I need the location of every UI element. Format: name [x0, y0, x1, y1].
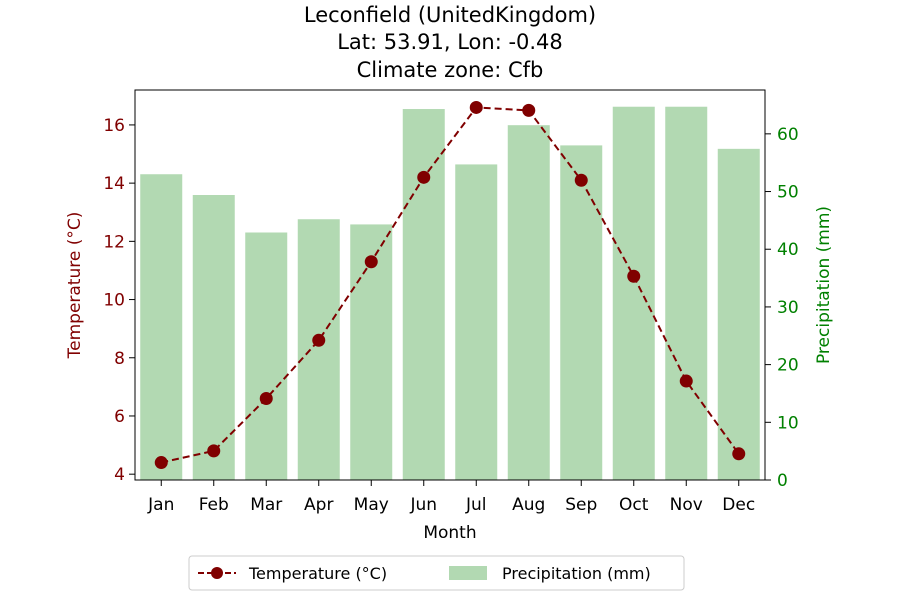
precipitation-bar-jul [455, 164, 498, 480]
chart-title-line-1: Leconfield (UnitedKingdom) [304, 3, 596, 27]
precipitation-bars [140, 106, 760, 481]
x-tick-label-sep: Sep [565, 495, 597, 515]
legend-precipitation-label: Precipitation (mm) [502, 564, 651, 583]
precipitation-bar-sep [560, 145, 603, 480]
left-tick-label: 10 [103, 291, 125, 311]
x-tick-label-feb: Feb [199, 495, 229, 515]
plot-frame [134, 89, 766, 481]
precipitation-bar-mar [245, 232, 288, 480]
precipitation-bar-feb [192, 195, 235, 480]
precipitation-bar-nov [665, 106, 708, 480]
precipitation-bar-jun [402, 109, 445, 481]
left-tick-label: 14 [103, 174, 125, 194]
x-tick-label-dec: Dec [722, 495, 755, 515]
temperature-point-jun [417, 170, 431, 184]
x-tick-label-jun: Jun [409, 495, 437, 515]
right-tick-label: 20 [777, 356, 799, 376]
chart-title-line-2: Lat: 53.91, Lon: -0.48 [337, 30, 563, 54]
x-tick-label-apr: Apr [304, 495, 333, 515]
legend-precipitation-swatch [449, 566, 487, 580]
right-axis-label: Precipitation (mm) [814, 206, 834, 364]
right-tick-label: 50 [777, 183, 799, 203]
temperature-point-nov [679, 374, 693, 388]
left-tick-label: 8 [114, 349, 125, 369]
x-tick-label-nov: Nov [670, 495, 703, 515]
legend-temperature-marker [211, 567, 223, 579]
right-axis-ticks: 0 10 20 30 40 50 60 [765, 125, 799, 491]
right-tick-label: 0 [777, 471, 788, 491]
x-axis-ticks: Jan Feb Mar Apr May Jun Jul Aug Sep Oct Nov Dec [147, 480, 755, 515]
precipitation-bar-jan [140, 174, 183, 480]
temperature-point-feb [207, 444, 221, 458]
chart-title-line-3: Climate zone: Cfb [357, 58, 544, 82]
left-tick-label: 12 [103, 232, 125, 252]
left-tick-label: 4 [114, 465, 125, 485]
temperature-point-dec [732, 447, 746, 461]
right-tick-label: 60 [777, 125, 799, 145]
x-tick-label-jan: Jan [147, 495, 174, 515]
temperature-line [161, 106, 740, 464]
left-tick-label: 16 [103, 116, 125, 136]
right-tick-label: 10 [777, 413, 799, 433]
temperature-point-may [364, 255, 378, 269]
x-tick-label-may: May [354, 495, 389, 515]
legend-frame [188, 555, 685, 591]
left-tick-label: 6 [114, 407, 125, 427]
temperature-point-aug [522, 103, 536, 117]
x-tick-label-oct: Oct [619, 495, 649, 515]
x-tick-label-mar: Mar [250, 495, 282, 515]
temperature-point-jul [469, 100, 483, 114]
x-tick-label-aug: Aug [512, 495, 545, 515]
temperature-point-sep [574, 173, 588, 187]
x-axis-label: Month [423, 523, 476, 543]
left-axis-ticks: 4 6 8 10 12 14 16 [103, 116, 135, 485]
precipitation-bar-aug [507, 125, 550, 480]
legend: Temperature (°C) Precipitation (mm) [188, 555, 685, 591]
precipitation-bar-oct [612, 106, 655, 480]
temperature-point-jan [154, 456, 168, 470]
left-axis-label: Temperature (°C) [65, 212, 85, 360]
legend-temperature-label: Temperature (°C) [248, 564, 387, 583]
precipitation-bar-dec [717, 148, 760, 480]
x-tick-label-jul: Jul [465, 495, 487, 515]
temperature-point-oct [627, 269, 641, 283]
temperature-point-apr [312, 333, 326, 347]
right-tick-label: 30 [777, 298, 799, 318]
temperature-series [154, 100, 746, 470]
precipitation-bar-apr [297, 219, 340, 480]
right-tick-label: 40 [777, 240, 799, 260]
temperature-point-mar [259, 392, 273, 406]
